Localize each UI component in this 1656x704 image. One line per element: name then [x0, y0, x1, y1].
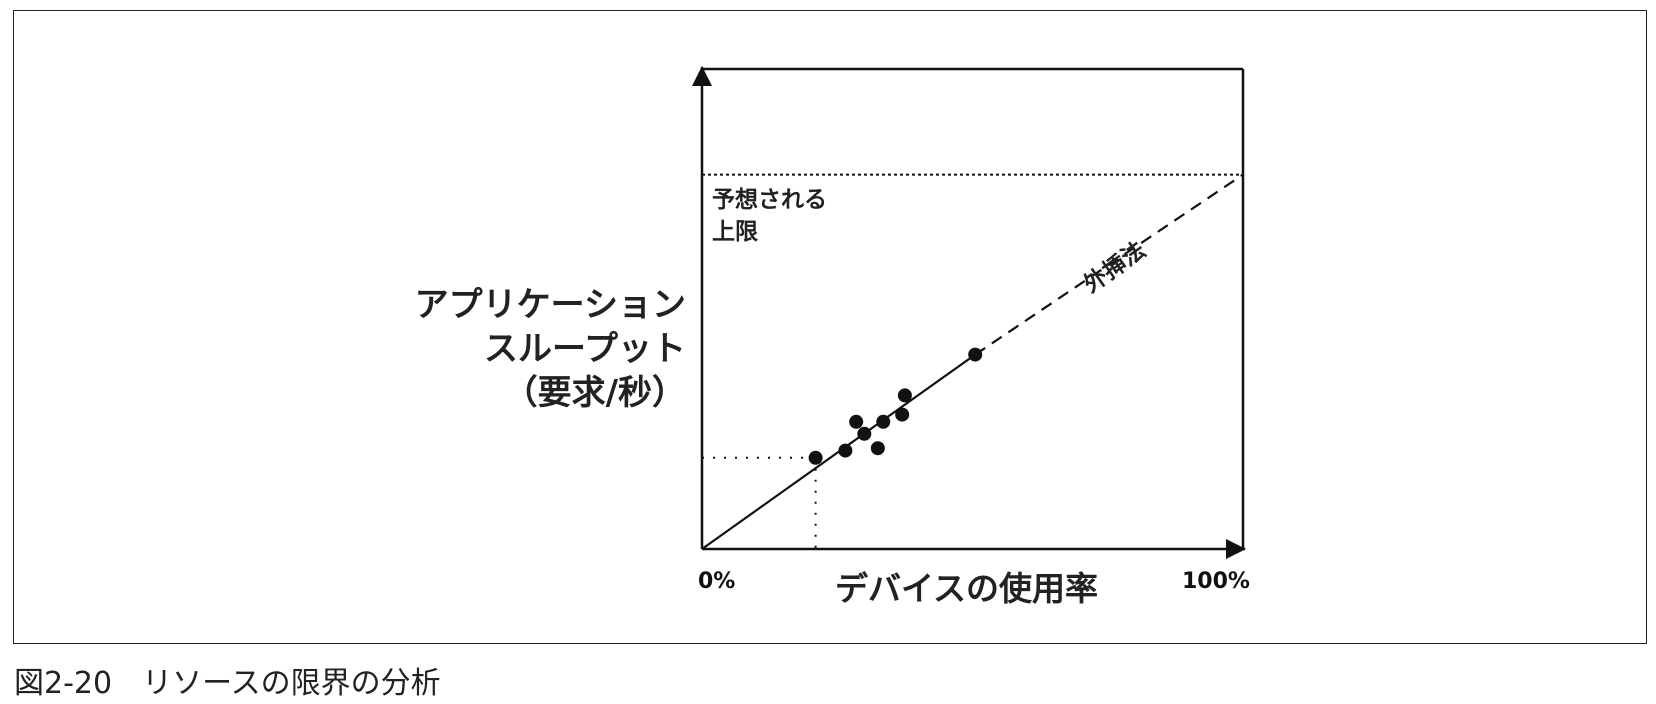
data-point-6: [876, 414, 891, 429]
figure-caption: 図2-20 リソースの限界の分析: [14, 666, 441, 701]
data-point-7: [895, 407, 910, 422]
y-axis-arrow-icon: [692, 66, 712, 86]
upper-limit-annotation: 予想される 上限: [712, 184, 827, 248]
data-point-3: [849, 414, 864, 429]
x-axis-label: デバイスの使用率: [835, 569, 1099, 608]
data-point-2: [838, 443, 853, 458]
figure-frame: [13, 10, 1647, 644]
x-axis-arrow-icon: [1226, 539, 1246, 559]
x-tick-label-start: 0%: [698, 569, 736, 594]
y-axis-label-line-1: アプリケーション: [414, 285, 686, 325]
y-axis-label: アプリケーション スループット （要求/秒）: [415, 283, 686, 415]
data-point-8: [897, 388, 912, 403]
y-axis-label-line-2: スループット: [484, 329, 686, 369]
data-point-1: [808, 450, 823, 465]
upper-limit-annotation-line-1: 予想される: [712, 187, 827, 213]
data-point-9: [968, 347, 983, 362]
data-point-5: [870, 441, 885, 456]
x-tick-label-end: 100%: [1182, 569, 1250, 594]
data-point-4: [857, 426, 872, 441]
extrapolation-line: [974, 173, 1244, 356]
upper-limit-annotation-line-2: 上限: [712, 219, 758, 245]
y-axis-label-line-3: （要求/秒）: [503, 373, 686, 413]
